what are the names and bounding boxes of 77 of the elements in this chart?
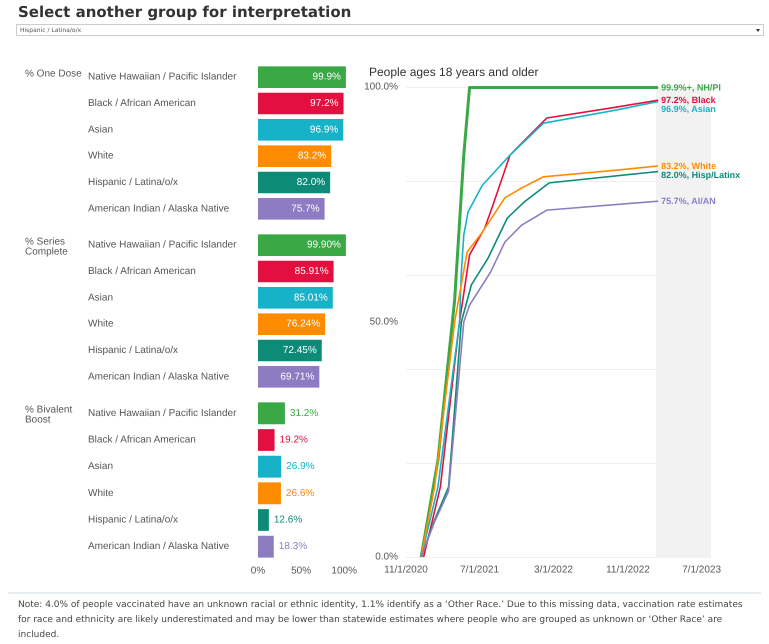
series-label: 96.9%, Asian bbox=[661, 104, 716, 114]
series-label: 97.2%, Black bbox=[661, 95, 717, 106]
bar bbox=[258, 509, 269, 531]
y-tick-label: Asian bbox=[88, 292, 114, 304]
bar bbox=[258, 340, 322, 362]
y-tick-label: American Indian / Alaska Native bbox=[88, 541, 230, 552]
bar bbox=[258, 172, 330, 194]
data-label: 26.6% bbox=[286, 488, 314, 499]
data-label: 75.7% bbox=[291, 203, 320, 214]
y-tick-label: Asian bbox=[88, 461, 114, 472]
y-tick-label: Hispanic / Latina/o/x bbox=[88, 514, 178, 526]
bar bbox=[258, 119, 344, 141]
y-tick-label: Native Hawaiian / Pacific Islander bbox=[88, 72, 238, 83]
y-tick-label: White bbox=[88, 488, 114, 499]
text: Note: 4.0% of people vaccinated have an unknown racial or ethnic identity, 1.1% identify as a ‘Other Race.’ Due to this missing data, vaccination rate estimates for race and ethnicity are likely underestimated and may be lower than statewide estimates where people who are grouped as unknown or ‘Other Race’ are included. bbox=[8, 592, 761, 642]
text: % Series Complete bbox=[25, 236, 68, 258]
y-tick-label: Native Hawaiian / Pacific Islander bbox=[88, 240, 238, 251]
y-tick-label: Hispanic / Latina/o/x bbox=[88, 345, 178, 356]
y-tick-label: American Indian / Alaska Native bbox=[88, 203, 230, 214]
x-tick-label: 11/1/2020 bbox=[384, 564, 428, 576]
y-tick-label: Native Hawaiian / Pacific Islander bbox=[88, 408, 238, 419]
x-tick-label: 3/1/2022 bbox=[534, 564, 574, 576]
y-tick-label: 0.0% bbox=[375, 552, 398, 562]
bar bbox=[258, 145, 332, 167]
y-tick-label: Black / African American bbox=[88, 266, 196, 277]
data-label: 85.01% bbox=[294, 292, 328, 304]
text: Select another group for interpretation bbox=[18, 3, 352, 21]
bar bbox=[258, 366, 320, 388]
series-label: 75.7%, AI/AN bbox=[661, 196, 716, 206]
y-tick-label: 100.0% bbox=[364, 82, 398, 92]
data-label: 12.6% bbox=[274, 514, 302, 526]
y-tick-label: Black / African American bbox=[88, 98, 196, 109]
y-tick-label: White bbox=[88, 150, 114, 162]
bar bbox=[258, 313, 326, 335]
data-label: 83.2% bbox=[298, 150, 326, 162]
data-label: 97.2% bbox=[310, 98, 339, 109]
text: % Bivalent Boost bbox=[25, 404, 76, 426]
x-tick-label: 0% bbox=[250, 566, 266, 576]
x-tick-label: 100% bbox=[331, 566, 358, 576]
data-label: 69.71% bbox=[280, 371, 314, 382]
y-tick-label: Asian bbox=[88, 124, 114, 136]
chart-title: People ages 18 years and older bbox=[369, 65, 538, 79]
y-tick-label: American Indian / Alaska Native bbox=[88, 371, 230, 382]
data-label: 19.2% bbox=[280, 434, 308, 446]
bar bbox=[258, 287, 333, 309]
data-label: 26.9% bbox=[286, 461, 315, 472]
bar bbox=[258, 260, 334, 282]
x-tick-label: 11/1/2022 bbox=[606, 564, 650, 576]
data-label: 96.9% bbox=[310, 124, 338, 136]
data-label: 82.0% bbox=[296, 177, 326, 188]
bar bbox=[258, 234, 346, 256]
series-label: 83.2%, White bbox=[661, 160, 716, 171]
data-label: 31.2% bbox=[290, 408, 318, 419]
x-tick-label: 7/1/2023 bbox=[682, 564, 722, 576]
text: % One Dose bbox=[25, 68, 82, 80]
bar bbox=[258, 198, 325, 220]
x-tick-label: 7/1/2021 bbox=[460, 564, 500, 576]
data-label: 72.45% bbox=[282, 345, 317, 356]
bar bbox=[258, 482, 281, 504]
data-label: 99.9% bbox=[312, 72, 342, 83]
bar bbox=[258, 536, 274, 558]
series-label: 99.9%+, NH/PI bbox=[661, 82, 721, 92]
series-label: 82.0%, Hisp/Latinx bbox=[661, 170, 740, 180]
x-tick-label: 50% bbox=[291, 566, 312, 576]
y-tick-label: White bbox=[88, 318, 114, 330]
y-tick-label: Black / African American bbox=[88, 434, 196, 446]
data-label: 85.91% bbox=[294, 266, 329, 277]
bar bbox=[258, 402, 285, 424]
data-label: 18.3% bbox=[278, 541, 308, 552]
bar bbox=[258, 66, 346, 88]
bar bbox=[258, 429, 275, 451]
y-tick-label: Hispanic / Latina/o/x bbox=[88, 177, 178, 188]
data-label: 76.24% bbox=[286, 318, 320, 330]
bar bbox=[258, 92, 344, 114]
data-label: 99.90% bbox=[306, 240, 342, 251]
y-tick-label: 50.0% bbox=[370, 316, 398, 328]
bar bbox=[258, 456, 282, 478]
